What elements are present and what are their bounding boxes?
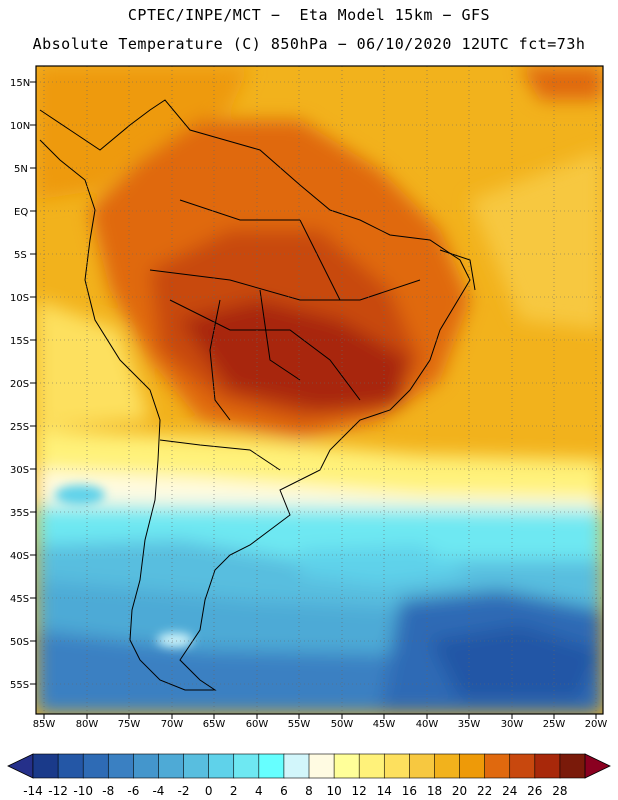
colorbar-bin xyxy=(208,753,235,779)
latitude-labels: 15N 10N 5N EQ 5S 10S 15S 20S 25S 30S 35S… xyxy=(10,78,30,691)
colorbar-bin xyxy=(459,753,486,779)
colorbar-bin xyxy=(308,753,335,779)
lon-label: 45W xyxy=(373,719,396,730)
lon-label: 55W xyxy=(288,719,311,730)
colorbar-bin xyxy=(258,753,285,779)
colorbar-bin xyxy=(32,753,59,779)
lon-label: 60W xyxy=(246,719,269,730)
colorbar-label: 18 xyxy=(427,784,442,798)
colorbar-label: -2 xyxy=(178,784,190,798)
colorbar-over-arrow xyxy=(584,753,611,779)
colorbar-bin xyxy=(133,753,160,779)
longitude-labels: 85W 80W 75W 70W 65W 60W 55W 50W 45W 40W … xyxy=(33,719,608,730)
title-line-2: Absolute Temperature (C) 850hPa − 06/10/… xyxy=(32,35,586,53)
lon-label: 85W xyxy=(33,719,56,730)
title-line-1: CPTEC/INPE/MCT − Eta Model 15km − GFS xyxy=(127,6,491,24)
colorbar-label: 14 xyxy=(377,784,392,798)
colorbar-label: -8 xyxy=(102,784,114,798)
colorbar-label: 0 xyxy=(205,784,213,798)
lon-label: 75W xyxy=(118,719,141,730)
colorbar-label: 4 xyxy=(255,784,263,798)
colorbar-label: -12 xyxy=(48,784,68,798)
colorbar-bin xyxy=(283,753,310,779)
colorbar-label: 2 xyxy=(230,784,238,798)
colorbar-bin xyxy=(434,753,461,779)
colorbar-bin xyxy=(333,753,360,779)
lat-label: 30S xyxy=(10,465,29,476)
colorbar-bin xyxy=(82,753,109,779)
colorbar-bin xyxy=(484,753,511,779)
colorbar-bin xyxy=(158,753,185,779)
lat-label: 40S xyxy=(10,551,29,562)
colorbar-label: -4 xyxy=(152,784,164,798)
lat-label: 20S xyxy=(10,379,29,390)
colorbar-bin xyxy=(383,753,410,779)
colorbar-label: 20 xyxy=(452,784,467,798)
lon-label: 25W xyxy=(543,719,566,730)
lat-label: 5N xyxy=(14,164,28,175)
lon-label: 50W xyxy=(331,719,354,730)
colorbar-bin xyxy=(107,753,134,779)
colorbar-bin xyxy=(57,753,84,779)
colorbar-bin xyxy=(183,753,210,779)
lat-label: 45S xyxy=(10,594,29,605)
lat-label: EQ xyxy=(14,207,28,218)
lon-label: 70W xyxy=(161,719,184,730)
colorbar-bin xyxy=(534,753,561,779)
lat-label: 10N xyxy=(10,121,30,132)
colorbar-under-arrow xyxy=(7,753,34,779)
colorbar-label: -10 xyxy=(73,784,93,798)
colorbar-label: 6 xyxy=(280,784,288,798)
lon-label: 65W xyxy=(203,719,226,730)
lat-label: 10S xyxy=(10,293,29,304)
colorbar-label: -6 xyxy=(127,784,139,798)
lon-label: 40W xyxy=(416,719,439,730)
coastlines xyxy=(39,99,476,691)
colorbar-label: 24 xyxy=(502,784,517,798)
map-frame xyxy=(35,65,604,715)
colorbar-label: -14 xyxy=(23,784,43,798)
lat-label: 55S xyxy=(10,680,29,691)
colorbar-label: 8 xyxy=(305,784,313,798)
lat-label: 50S xyxy=(10,637,29,648)
colorbar-label: 26 xyxy=(527,784,542,798)
lat-label: 25S xyxy=(10,422,29,433)
colorbar-label: 10 xyxy=(326,784,341,798)
colorbar-bin xyxy=(409,753,436,779)
lon-label: 30W xyxy=(501,719,524,730)
colorbar-bin xyxy=(233,753,260,779)
colorbar: -14 -12 -10 -8 -6 -4 -2 0 2 4 6 8 10 12 14 16 18 20 22 24 26… xyxy=(7,753,611,798)
lat-label: 15N xyxy=(10,78,30,89)
lon-label: 20W xyxy=(585,719,608,730)
lon-label: 80W xyxy=(76,719,99,730)
colorbar-label: 28 xyxy=(552,784,567,798)
lat-label: 5S xyxy=(14,250,27,261)
colorbar-label: 22 xyxy=(477,784,492,798)
lat-label: 35S xyxy=(10,508,29,519)
colorbar-label: 16 xyxy=(402,784,417,798)
colorbar-bin xyxy=(509,753,536,779)
graticule xyxy=(30,66,603,719)
temperature-field xyxy=(36,66,603,714)
colorbar-label: 12 xyxy=(352,784,367,798)
lon-label: 35W xyxy=(458,719,481,730)
colorbar-bin xyxy=(358,753,385,779)
colorbar-bin xyxy=(559,753,586,779)
lat-label: 15S xyxy=(10,336,29,347)
